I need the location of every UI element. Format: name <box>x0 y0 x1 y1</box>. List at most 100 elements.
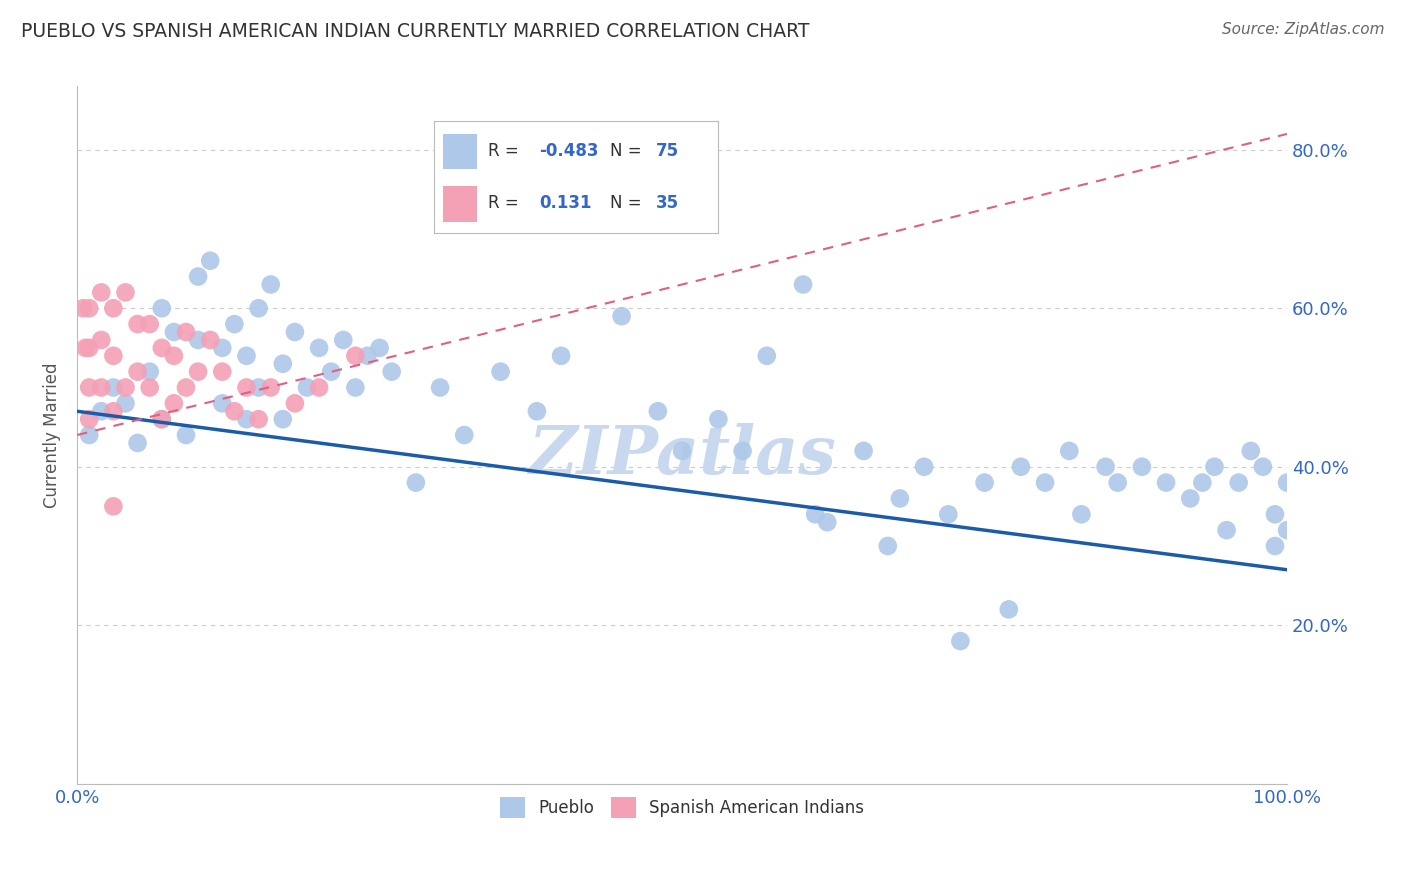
Point <box>77 412 100 426</box>
Point <box>224 317 246 331</box>
Point <box>174 428 197 442</box>
Point <box>90 380 112 394</box>
Point <box>429 380 451 394</box>
Point <box>235 380 257 394</box>
Point <box>671 443 693 458</box>
Point <box>150 412 173 426</box>
Point <box>187 269 209 284</box>
Point <box>321 365 343 379</box>
Point <box>187 333 209 347</box>
Point <box>127 365 149 379</box>
Point <box>489 365 512 379</box>
Point <box>1275 475 1298 490</box>
Point <box>1251 459 1274 474</box>
Point <box>77 428 100 442</box>
Point <box>211 341 233 355</box>
Point <box>647 404 669 418</box>
Point <box>792 277 814 292</box>
Point <box>1107 475 1129 490</box>
Point <box>381 365 404 379</box>
Text: ZIPatlas: ZIPatlas <box>529 424 837 489</box>
Point <box>271 412 294 426</box>
Point <box>77 301 100 316</box>
Point <box>211 365 233 379</box>
Point <box>90 285 112 300</box>
Point <box>150 341 173 355</box>
Point <box>1094 459 1116 474</box>
Point <box>163 396 186 410</box>
Point <box>308 380 330 394</box>
Point <box>405 475 427 490</box>
Point <box>90 404 112 418</box>
Point <box>852 443 875 458</box>
Point <box>90 333 112 347</box>
Point <box>198 333 221 347</box>
Point <box>1264 508 1286 522</box>
Text: PUEBLO VS SPANISH AMERICAN INDIAN CURRENTLY MARRIED CORRELATION CHART: PUEBLO VS SPANISH AMERICAN INDIAN CURREN… <box>21 22 810 41</box>
Point <box>138 365 160 379</box>
Point <box>1215 523 1237 537</box>
Point <box>103 301 125 316</box>
Point <box>198 253 221 268</box>
Point <box>889 491 911 506</box>
Point <box>1204 459 1226 474</box>
Point <box>114 396 136 410</box>
Point <box>308 341 330 355</box>
Point <box>526 404 548 418</box>
Point <box>127 317 149 331</box>
Point <box>1264 539 1286 553</box>
Point <box>260 277 283 292</box>
Point <box>368 341 391 355</box>
Point <box>72 301 94 316</box>
Point <box>103 500 125 514</box>
Point <box>344 380 367 394</box>
Point <box>332 333 354 347</box>
Point <box>150 301 173 316</box>
Point <box>876 539 898 553</box>
Point <box>453 428 475 442</box>
Point <box>550 349 572 363</box>
Point <box>260 380 283 394</box>
Point <box>997 602 1019 616</box>
Point <box>163 325 186 339</box>
Point <box>163 349 186 363</box>
Text: Source: ZipAtlas.com: Source: ZipAtlas.com <box>1222 22 1385 37</box>
Point <box>356 349 378 363</box>
Point <box>344 349 367 363</box>
Point <box>1240 443 1263 458</box>
Point <box>1191 475 1213 490</box>
Point <box>174 380 197 394</box>
Point <box>1180 491 1202 506</box>
Point <box>804 508 827 522</box>
Point <box>187 365 209 379</box>
Point <box>103 380 125 394</box>
Point <box>295 380 318 394</box>
Point <box>1033 475 1056 490</box>
Point <box>1059 443 1081 458</box>
Legend: Pueblo, Spanish American Indians: Pueblo, Spanish American Indians <box>494 790 870 824</box>
Point <box>284 396 307 410</box>
Y-axis label: Currently Married: Currently Married <box>44 362 60 508</box>
Point <box>284 325 307 339</box>
Point <box>114 285 136 300</box>
Point <box>610 309 633 323</box>
Point <box>127 436 149 450</box>
Point <box>271 357 294 371</box>
Point <box>755 349 778 363</box>
Point <box>114 380 136 394</box>
Point <box>138 317 160 331</box>
Point <box>77 380 100 394</box>
Point <box>138 380 160 394</box>
Point <box>574 206 596 220</box>
Point <box>235 349 257 363</box>
Point <box>247 412 270 426</box>
Point <box>224 404 246 418</box>
Point <box>211 396 233 410</box>
Point <box>150 412 173 426</box>
Point <box>707 412 730 426</box>
Point <box>1154 475 1177 490</box>
Point <box>174 325 197 339</box>
Point <box>936 508 959 522</box>
Point <box>77 341 100 355</box>
Point <box>949 634 972 648</box>
